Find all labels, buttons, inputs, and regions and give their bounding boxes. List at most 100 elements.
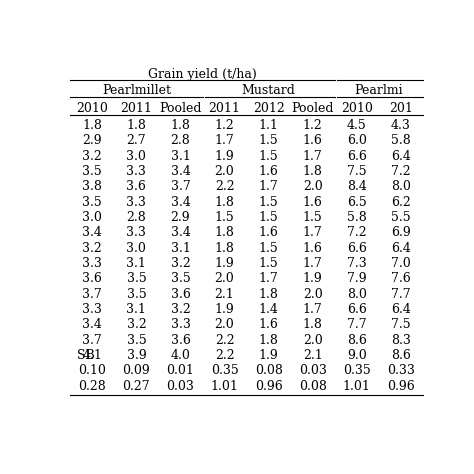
Text: 2.9: 2.9	[171, 211, 190, 224]
Text: 3.5: 3.5	[127, 334, 146, 346]
Text: 3.0: 3.0	[127, 150, 146, 163]
Text: 2.1: 2.1	[303, 349, 323, 362]
Text: 3.3: 3.3	[82, 303, 102, 316]
Text: 1.8: 1.8	[215, 196, 235, 209]
Text: 3.5: 3.5	[82, 165, 102, 178]
Text: 6.2: 6.2	[391, 196, 411, 209]
Text: 6.6: 6.6	[347, 303, 367, 316]
Text: 2.8: 2.8	[171, 134, 191, 147]
Text: 4.5: 4.5	[347, 119, 367, 132]
Text: 2.2: 2.2	[215, 349, 234, 362]
Text: 3.2: 3.2	[171, 303, 191, 316]
Text: 1.9: 1.9	[215, 257, 235, 270]
Text: 0.28: 0.28	[78, 380, 106, 392]
Text: 2010: 2010	[341, 102, 373, 115]
Text: 3.2: 3.2	[82, 150, 102, 163]
Text: 3.5: 3.5	[127, 272, 146, 285]
Text: 2.2: 2.2	[215, 334, 234, 346]
Text: 3.2: 3.2	[171, 257, 191, 270]
Text: 3.2: 3.2	[127, 318, 146, 331]
Text: 9.0: 9.0	[347, 349, 367, 362]
Text: 8.6: 8.6	[347, 334, 367, 346]
Text: 1.5: 1.5	[259, 150, 279, 163]
Text: 2.0: 2.0	[215, 165, 235, 178]
Text: Pooled: Pooled	[292, 102, 334, 115]
Text: 1.7: 1.7	[303, 303, 323, 316]
Text: 3.4: 3.4	[171, 226, 191, 239]
Text: 0.01: 0.01	[166, 364, 194, 377]
Text: 7.5: 7.5	[391, 318, 410, 331]
Text: 3.1: 3.1	[171, 242, 191, 255]
Text: 4.3: 4.3	[391, 119, 411, 132]
Text: 1.7: 1.7	[259, 272, 279, 285]
Text: 3.4: 3.4	[82, 226, 102, 239]
Text: 1.6: 1.6	[259, 165, 279, 178]
Text: 1.8: 1.8	[303, 318, 323, 331]
Text: 201: 201	[389, 102, 413, 115]
Text: 2.2: 2.2	[215, 180, 234, 193]
Text: 1.7: 1.7	[303, 150, 323, 163]
Text: 1.9: 1.9	[215, 150, 235, 163]
Text: 1.7: 1.7	[259, 180, 279, 193]
Text: 1.5: 1.5	[259, 196, 279, 209]
Text: 2.0: 2.0	[303, 180, 323, 193]
Text: 3.8: 3.8	[82, 180, 102, 193]
Text: 1.6: 1.6	[303, 242, 323, 255]
Text: 3.3: 3.3	[127, 226, 146, 239]
Text: 8.3: 8.3	[391, 334, 411, 346]
Text: 1.8: 1.8	[171, 119, 191, 132]
Text: 3.7: 3.7	[82, 334, 102, 346]
Text: 0.96: 0.96	[255, 380, 283, 392]
Text: 6.6: 6.6	[347, 150, 367, 163]
Text: 7.2: 7.2	[347, 226, 366, 239]
Text: 1.5: 1.5	[259, 211, 279, 224]
Text: 3.5: 3.5	[171, 272, 191, 285]
Text: 1.01: 1.01	[210, 380, 238, 392]
Text: 1.8: 1.8	[259, 288, 279, 301]
Text: 3.1: 3.1	[171, 150, 191, 163]
Text: 1.8: 1.8	[82, 119, 102, 132]
Text: 7.6: 7.6	[391, 272, 411, 285]
Text: 0.96: 0.96	[387, 380, 415, 392]
Text: 4.0: 4.0	[171, 349, 191, 362]
Text: 3.3: 3.3	[82, 257, 102, 270]
Text: 1.7: 1.7	[303, 226, 323, 239]
Text: 1.7: 1.7	[303, 257, 323, 270]
Text: 6.9: 6.9	[391, 226, 411, 239]
Text: 6.4: 6.4	[391, 303, 411, 316]
Text: 1.6: 1.6	[303, 196, 323, 209]
Text: 6.4: 6.4	[391, 150, 411, 163]
Text: 7.7: 7.7	[391, 288, 410, 301]
Text: 7.0: 7.0	[391, 257, 411, 270]
Text: 2.0: 2.0	[303, 334, 323, 346]
Text: 6.6: 6.6	[347, 242, 367, 255]
Text: 2.9: 2.9	[82, 134, 102, 147]
Text: 1.1: 1.1	[259, 119, 279, 132]
Text: 3.7: 3.7	[171, 180, 191, 193]
Text: 1.7: 1.7	[215, 134, 235, 147]
Text: 8.0: 8.0	[347, 288, 367, 301]
Text: 1.6: 1.6	[259, 318, 279, 331]
Text: 3.1: 3.1	[127, 303, 146, 316]
Text: 3.6: 3.6	[171, 288, 191, 301]
Text: 3.3: 3.3	[127, 165, 146, 178]
Text: 1.8: 1.8	[215, 242, 235, 255]
Text: 2.0: 2.0	[303, 288, 323, 301]
Text: 3.6: 3.6	[82, 272, 102, 285]
Text: 1.9: 1.9	[215, 303, 235, 316]
Text: 6.5: 6.5	[347, 196, 367, 209]
Text: 0.09: 0.09	[122, 364, 150, 377]
Text: 3.3: 3.3	[127, 196, 146, 209]
Text: 0.03: 0.03	[166, 380, 194, 392]
Text: 1.01: 1.01	[343, 380, 371, 392]
Text: 3.6: 3.6	[171, 334, 191, 346]
Text: Pearlmi: Pearlmi	[355, 84, 403, 97]
Text: Grain yield (t/ha): Grain yield (t/ha)	[148, 68, 257, 81]
Text: 0.27: 0.27	[123, 380, 150, 392]
Text: 1.5: 1.5	[215, 211, 235, 224]
Text: SB: SB	[77, 349, 99, 362]
Text: 1.9: 1.9	[303, 272, 323, 285]
Text: 6.0: 6.0	[347, 134, 367, 147]
Text: 8.4: 8.4	[347, 180, 367, 193]
Text: 5.8: 5.8	[347, 211, 367, 224]
